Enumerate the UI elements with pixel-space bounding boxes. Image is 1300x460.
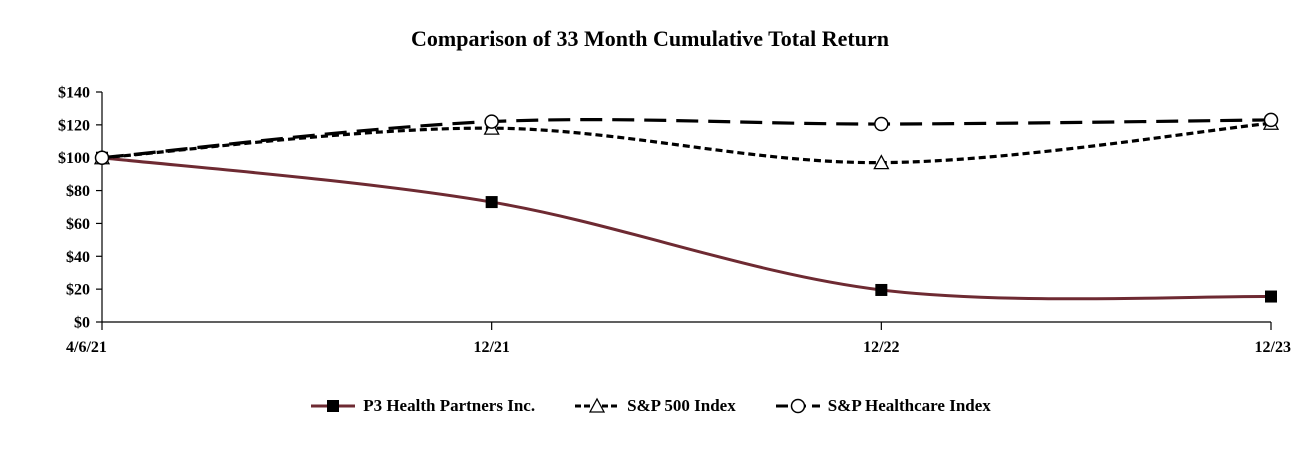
y-tick-label: $20 <box>66 282 90 299</box>
y-tick-label: $40 <box>66 249 90 266</box>
x-tick-label: 12/23 <box>1255 339 1291 356</box>
legend-label: S&P 500 Index <box>627 396 736 415</box>
data-point-2 <box>484 114 499 129</box>
series-line-1 <box>101 121 1272 165</box>
legend-swatch <box>311 400 356 412</box>
series-layer <box>101 118 1272 301</box>
y-tick-label: $120 <box>58 117 90 134</box>
legend-swatch <box>775 398 820 414</box>
data-point-0 <box>485 196 498 209</box>
data-point-2 <box>94 150 110 165</box>
y-tick-label: $80 <box>66 183 90 200</box>
legend-item: S&P Healthcare Index <box>774 396 991 416</box>
x-tick-label: 12/22 <box>863 339 899 356</box>
axes: $0 $20 $40 $60 $80 $100 $120 $140 4/6/21 12/21 12/… <box>58 85 1291 357</box>
data-point-2 <box>874 116 889 132</box>
legend-swatch-marker <box>327 400 340 412</box>
y-tick-label: $60 <box>66 216 90 233</box>
y-tick-label: $100 <box>58 150 90 167</box>
legend-item: P3 Health Partners Inc. <box>309 396 535 416</box>
x-tick-label: 4/6/21 <box>66 339 107 356</box>
legend: P3 Health Partners Inc. S&P 500 Index S&P … <box>0 396 1300 416</box>
data-point-0 <box>1265 290 1277 303</box>
series-line-0 <box>101 156 1272 301</box>
data-point-1 <box>873 154 890 170</box>
y-tick-label: $0 <box>74 315 90 332</box>
x-tick-label: 12/21 <box>473 339 509 356</box>
legend-label: S&P Healthcare Index <box>827 396 991 415</box>
data-point-0 <box>875 283 888 296</box>
legend-swatch-marker <box>790 398 805 414</box>
marker-layer <box>93 112 1280 303</box>
legend-swatch <box>575 397 620 413</box>
y-tick-label: $140 <box>58 85 90 102</box>
series-line-2 <box>101 118 1272 160</box>
legend-label: P3 Health Partners Inc. <box>363 396 536 415</box>
legend-item: S&P 500 Index <box>573 396 736 416</box>
legend-swatch-marker <box>588 397 606 413</box>
chart-title: Comparison of 33 Month Cumulative Total … <box>411 26 889 51</box>
data-point-2 <box>1263 112 1279 128</box>
